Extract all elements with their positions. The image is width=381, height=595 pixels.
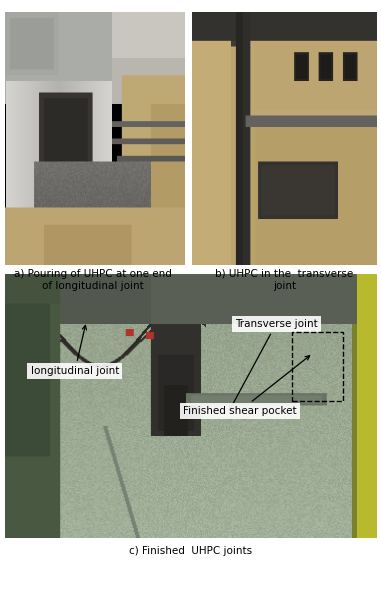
Text: c) Finished  UHPC joints: c) Finished UHPC joints — [129, 546, 252, 556]
Text: a) Pouring of UHPC at one end
of longitudinal joint: a) Pouring of UHPC at one end of longitu… — [14, 269, 171, 290]
Bar — [293, 332, 343, 401]
Text: longitudinal joint: longitudinal joint — [30, 325, 119, 376]
Text: Transverse joint: Transverse joint — [229, 319, 318, 411]
Text: Finished shear pocket: Finished shear pocket — [183, 356, 310, 416]
Text: b) UHPC in the  transverse
joint: b) UHPC in the transverse joint — [216, 269, 354, 290]
